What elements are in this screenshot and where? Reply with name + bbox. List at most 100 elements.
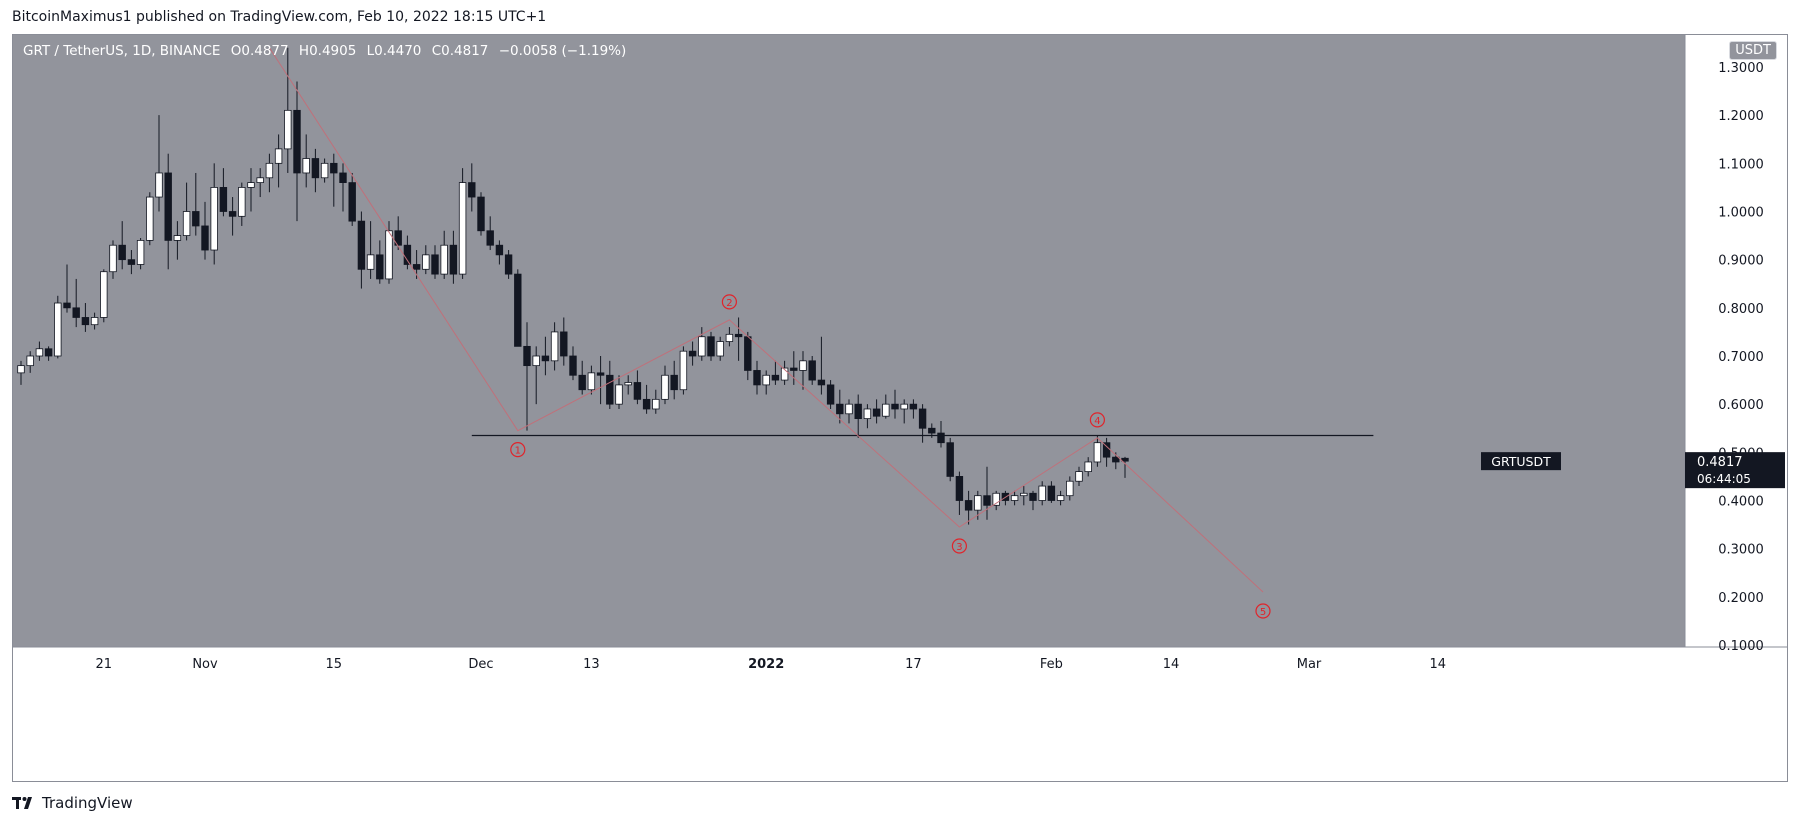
candle-body (587, 372, 596, 391)
candle-body (366, 254, 375, 270)
candle-body (550, 331, 559, 362)
candle-body (854, 403, 862, 420)
candle-body (716, 341, 724, 357)
candle-body (762, 374, 770, 386)
overlays-group: 1 2 3 4 5 (268, 47, 1374, 619)
chart-frame[interactable]: 1 2 3 4 5 1.3000 1.2000 1.1000 1.0000 0.9000 0.80… (12, 34, 1788, 782)
x-tick-label: 21 (96, 657, 113, 672)
candle-body (863, 408, 872, 420)
legend-open-value: 0.4877 (241, 43, 289, 59)
candle-body (247, 182, 255, 188)
candle-body (265, 162, 274, 179)
candle-body (1075, 471, 1083, 482)
wave-label-circle (1255, 603, 1271, 619)
x-tick-label: Mar (1297, 657, 1322, 672)
candle-body (596, 372, 605, 376)
candle-body (734, 333, 743, 338)
candle-body (412, 264, 421, 270)
candle-body (918, 408, 927, 429)
candle-body (753, 370, 761, 386)
candle-body (882, 403, 890, 417)
candle-body (403, 244, 412, 265)
publisher-credit: BitcoinMaximus1 published on TradingView… (12, 9, 547, 25)
candle-body (164, 172, 172, 241)
candle-body (44, 348, 53, 357)
candle-body (495, 244, 504, 256)
candle-body (1038, 485, 1046, 501)
wave-label-3: 3 (956, 542, 962, 553)
legend-open-label: O (230, 43, 242, 59)
candle-body (845, 403, 853, 415)
candle-body (90, 317, 99, 326)
candle-body (357, 220, 366, 270)
candle-body (1112, 456, 1120, 463)
candle-body (560, 331, 568, 357)
candle-body (826, 384, 835, 405)
x-tick-label: 14 (1163, 657, 1180, 672)
footer-brand-text: TradingView (42, 794, 133, 812)
candle-body (937, 432, 945, 444)
candle-body (504, 254, 513, 275)
legend-symbol: GRT / TetherUS, 1D, BINANCE (23, 43, 221, 59)
candle-body (54, 302, 62, 357)
candle-body (909, 403, 918, 410)
candle-body (348, 182, 356, 222)
candle-body (688, 350, 697, 357)
candle-body (799, 360, 807, 371)
bar-countdown-label: 06:44:05 (1697, 472, 1751, 486)
candle-body (201, 225, 209, 251)
wave-label-5: 5 (1260, 607, 1266, 618)
candle-body (1121, 457, 1129, 462)
currency-badge[interactable]: USDT (1729, 41, 1777, 60)
last-price-label: 0.4817 (1697, 455, 1743, 470)
candle-body (35, 348, 44, 357)
candle-body (228, 211, 237, 217)
legend-change: −0.0058 (−1.19%) (498, 43, 627, 59)
x-axis-group: 21 Nov 15 Dec 13 2022 17 Feb 14 Mar 14 (96, 657, 1447, 672)
candle-body (477, 196, 485, 232)
candle-body (670, 374, 678, 391)
last-price-tag-bg (1685, 452, 1785, 489)
symbol-tag-bg (1481, 452, 1561, 471)
candle-body (725, 333, 734, 342)
candle-body (1020, 492, 1028, 497)
candle-body (771, 374, 780, 381)
y-tick-label: 0.2000 (1718, 591, 1764, 606)
candle-body (780, 367, 789, 381)
wave-label-circle (1089, 412, 1106, 428)
candle-body (320, 162, 329, 179)
candle-body (615, 384, 623, 405)
candle-body (1093, 442, 1102, 463)
y-tick-label: 0.1000 (1718, 639, 1764, 654)
candle-body (284, 109, 292, 150)
footer-brand[interactable]: TradingView (12, 794, 133, 812)
price-chart[interactable]: 1 2 3 4 5 1.3000 1.2000 1.1000 1.0000 0.9000 0.80… (13, 35, 1787, 781)
candle-body (100, 271, 108, 318)
y-tick-label: 0.3000 (1718, 543, 1764, 558)
candle-body (458, 182, 467, 275)
candle-body (514, 273, 522, 347)
symbol-tag-label: GRTUSDT (1491, 454, 1551, 469)
candle-body (155, 172, 163, 198)
x-tick-label: Nov (192, 657, 218, 672)
candle-body (928, 427, 936, 434)
candle-body (440, 244, 448, 275)
legend-close-label: C (431, 43, 442, 59)
wave-label-4: 4 (1094, 416, 1100, 427)
wave-label-circle (721, 294, 738, 310)
candle-body (339, 172, 347, 183)
x-tick-label: Dec (468, 657, 493, 672)
candle-body (127, 259, 136, 265)
candle-body (946, 442, 954, 477)
candle-body (974, 495, 982, 511)
candle-body (661, 374, 669, 400)
candle-body (1056, 495, 1065, 501)
candle-body (238, 187, 246, 217)
candle-body (146, 196, 154, 241)
candle-body (679, 350, 688, 391)
candle-body (1066, 480, 1074, 497)
y-tick-label: 0.6000 (1718, 398, 1764, 413)
candle-body (274, 148, 283, 164)
legend-low-value: 0.4470 (374, 43, 422, 59)
symbol-legend: GRT / TetherUS, 1D, BINANCE O0.4877 H0.4… (23, 43, 626, 59)
